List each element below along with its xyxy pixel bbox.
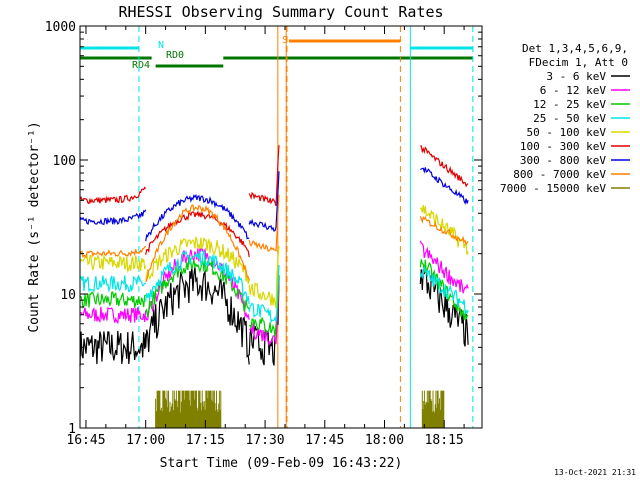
series-line-7-seg-0 (79, 245, 147, 259)
x-tick-label: 18:00 (365, 433, 404, 448)
plot-frame (79, 25, 483, 429)
legend-entry-label: 7000 - 15000 keV (500, 182, 606, 195)
x-tick-label: 18:15 (425, 433, 464, 448)
series-line-0-seg-0 (79, 330, 147, 367)
legend-entry-label: 100 - 300 keV (520, 140, 606, 153)
legend-entry-label: 6 - 12 keV (540, 84, 607, 97)
y-tick-label: 100 (53, 154, 76, 169)
series-line-2-seg-1 (145, 255, 250, 318)
series-line-5-seg-1 (145, 211, 250, 258)
series-line-6-seg-0 (79, 209, 147, 226)
legend-entry-label: 25 - 50 keV (533, 112, 606, 125)
series-line-4-seg-0 (79, 253, 147, 274)
x-axis-label: Start Time (09-Feb-09 16:43:22) (160, 456, 403, 471)
legend-entry-label: 3 - 6 keV (546, 70, 606, 83)
x-tick-label: 16:45 (66, 433, 105, 448)
series-line-6-seg-2 (248, 171, 280, 232)
flag-label-s: S (282, 35, 288, 46)
y-tick-label: 10 (60, 288, 76, 303)
series-line-1-seg-0 (80, 306, 147, 325)
series-line-2-seg-0 (79, 291, 147, 310)
plot-area: N S RD0 RD4 (79, 26, 474, 428)
series-line-3-seg-2 (248, 265, 280, 324)
series-line-5-seg-0 (79, 186, 147, 205)
x-tick-label: 17:45 (305, 433, 344, 448)
series-line-1-seg-2 (249, 279, 280, 347)
series-line-3-seg-0 (79, 274, 146, 293)
legend-entry-label: 300 - 800 keV (520, 154, 606, 167)
y-axis-label: Count Rate (s⁻¹ detector⁻¹) (27, 121, 42, 332)
series-line-0-seg-1 (145, 266, 250, 365)
x-tick-label: 17:15 (186, 433, 225, 448)
series-7000-15000-burst-0 (155, 390, 222, 428)
legend-header: FDecim 1, Att 0 (529, 56, 628, 69)
flag-label-rd4: RD4 (132, 60, 150, 71)
series-line-7-seg-1 (145, 204, 250, 283)
x-tick-label: 17:00 (126, 433, 165, 448)
series-line-6-seg-1 (145, 193, 250, 242)
legend-header: Det 1,3,4,5,6,9, (522, 42, 628, 55)
series-line-5-seg-3 (420, 145, 469, 188)
legend: Det 1,3,4,5,6,9,FDecim 1, Att 03 - 6 keV… (500, 42, 630, 195)
series-line-7-seg-3 (419, 215, 469, 247)
series-line-1-seg-3 (419, 240, 469, 294)
flag-label-rd0: RD0 (166, 50, 184, 61)
series-line-7-seg-2 (248, 194, 280, 252)
series-7000-15000-burst-1 (421, 390, 445, 428)
legend-entry-label: 12 - 25 keV (533, 98, 606, 111)
chart-title: RHESSI Observing Summary Count Rates (118, 3, 443, 21)
series-line-4-seg-1 (145, 236, 250, 284)
series-line-4-seg-2 (248, 245, 280, 309)
timestamp: 13-Oct-2021 21:31 (554, 468, 636, 477)
series-line-5-seg-2 (248, 145, 280, 207)
y-tick-label: 1000 (45, 20, 76, 35)
series-line-2-seg-2 (249, 274, 280, 337)
series-line-6-seg-3 (420, 167, 469, 206)
legend-entry-label: 50 - 100 keV (527, 126, 607, 139)
series-line-3-seg-3 (419, 266, 469, 315)
x-tick-label: 17:30 (246, 433, 285, 448)
y-tick-label: 1 (68, 422, 76, 437)
series-line-3-seg-1 (145, 249, 250, 305)
legend-entry-label: 800 - 7000 keV (513, 168, 606, 181)
flag-label-n: N (158, 40, 164, 51)
axes: 16:45 17:00 17:15 17:30 17:45 18:00 18:15 1 10 10… (45, 20, 482, 448)
